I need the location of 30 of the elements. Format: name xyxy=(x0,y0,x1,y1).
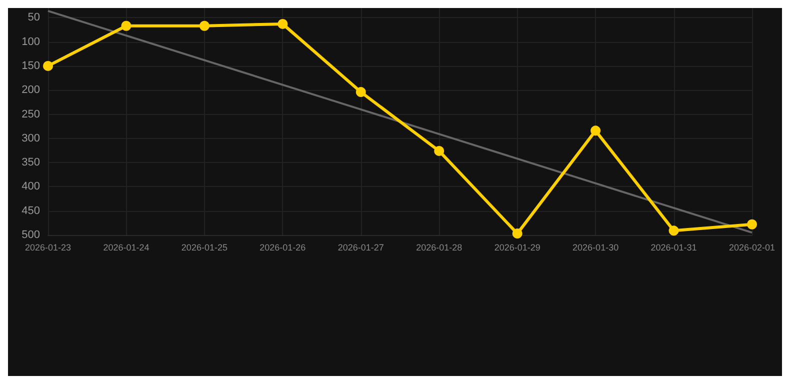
point xyxy=(121,20,132,31)
x-tick-label: 2026-01-26 xyxy=(260,242,306,252)
y-tick-label: 100 xyxy=(22,36,40,48)
point xyxy=(356,87,366,98)
point xyxy=(434,146,444,156)
x-tick-label: 2026-01-23 xyxy=(24,242,72,252)
x-tick-label: 2026-01-29 xyxy=(494,242,540,252)
point xyxy=(278,18,288,29)
y-tick-label: 400 xyxy=(22,180,40,193)
y-tick-label: 50 xyxy=(28,12,40,24)
y-tick-label: 350 xyxy=(22,156,40,169)
x-tick-label: 2026-01-27 xyxy=(338,242,384,252)
y-tick-label: 150 xyxy=(22,60,40,72)
x-tick-label: 2026-01-31 xyxy=(650,242,697,252)
y-tick-label: 300 xyxy=(22,132,40,144)
point xyxy=(199,20,210,31)
x-tick-label: 2026-01-24 xyxy=(103,242,150,252)
x-tick-label: 2026-01-25 xyxy=(181,242,228,252)
point xyxy=(668,226,679,236)
point xyxy=(747,219,757,230)
point xyxy=(43,60,53,71)
y-tick-label: 200 xyxy=(22,84,40,96)
x-tick-label: 2026-01-30 xyxy=(572,242,619,252)
y-tick-label: 450 xyxy=(22,204,40,217)
x-tick-label: 2026-02-01 xyxy=(728,242,776,252)
point xyxy=(590,126,601,136)
point xyxy=(512,228,522,239)
y-tick-label: 250 xyxy=(22,108,40,120)
y-tick-label: 500 xyxy=(22,229,40,241)
x-tick-label: 2026-01-28 xyxy=(416,242,462,252)
